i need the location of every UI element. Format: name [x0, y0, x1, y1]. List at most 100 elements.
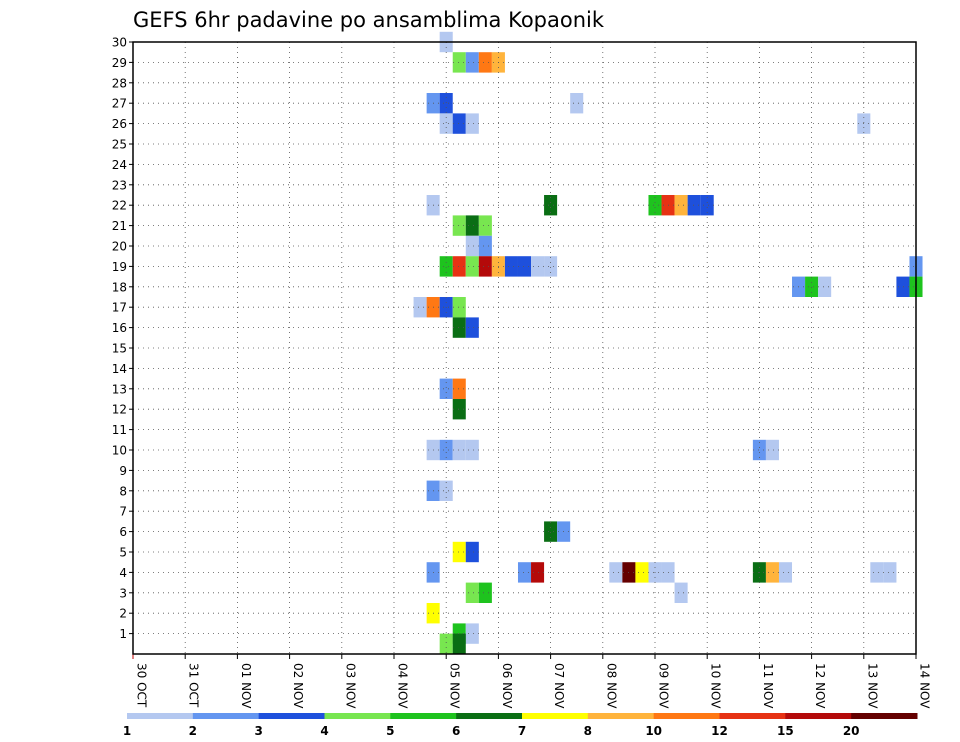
- x-tick-label-4: 03 NOV: [343, 663, 357, 709]
- heat-cell-8: [439, 113, 453, 134]
- data-cells: [413, 31, 923, 654]
- heat-cell-65: [635, 562, 649, 583]
- legend-swatch-7: [522, 713, 589, 719]
- heat-cell-27: [478, 256, 492, 277]
- heat-cell-80: [452, 633, 466, 654]
- heat-cell-70: [778, 562, 793, 583]
- y-tick-label-12: 12: [112, 403, 127, 417]
- heat-cell-13: [544, 195, 558, 216]
- heat-cell-7: [570, 93, 584, 114]
- heat-cell-56: [544, 521, 558, 542]
- legend-label-4: 4: [320, 724, 328, 738]
- heat-cell-52: [752, 439, 766, 461]
- y-tick-label-9: 9: [119, 464, 127, 478]
- legend-swatch-3: [258, 713, 325, 719]
- legend-swatch-12: [719, 713, 786, 719]
- heat-cell-51: [465, 439, 479, 461]
- x-tick-label-14: 13 NOV: [865, 663, 879, 709]
- heat-cell-9: [452, 113, 466, 134]
- legend-swatch-10: [653, 713, 720, 719]
- chart-title: GEFS 6hr padavine po ansamblima Kopaonik: [133, 8, 605, 32]
- x-tick-label-11: 10 NOV: [709, 663, 723, 709]
- x-tick-label-7: 06 NOV: [500, 663, 514, 709]
- y-tick-label-21: 21: [112, 219, 127, 233]
- heat-cell-59: [465, 541, 479, 563]
- y-tick-label-11: 11: [112, 423, 127, 437]
- legend-label-6: 6: [452, 724, 460, 738]
- heat-cell-21: [478, 215, 492, 236]
- heat-cell-39: [413, 297, 427, 318]
- y-tick-label-8: 8: [119, 484, 127, 498]
- x-tick-label-5: 04 NOV: [396, 663, 410, 709]
- legend-swatch-2: [192, 713, 260, 719]
- legend-label-8: 8: [584, 724, 592, 738]
- heat-cell-22: [465, 235, 479, 257]
- heat-cell-37: [896, 276, 910, 297]
- heat-cell-44: [465, 317, 479, 338]
- heat-cell-1: [452, 52, 466, 73]
- x-tick-label-3: 02 NOV: [291, 663, 305, 709]
- y-tick-label-3: 3: [119, 586, 127, 600]
- y-tick-label-17: 17: [112, 301, 127, 315]
- x-tick-label-6: 05 NOV: [448, 663, 462, 709]
- heat-cell-71: [870, 562, 884, 583]
- x-tick-label-1: 31 OCT: [187, 663, 201, 708]
- y-tick-label-7: 7: [119, 505, 127, 519]
- plot-frame: [132, 41, 917, 655]
- heat-cell-79: [439, 633, 453, 654]
- legend-label-3: 3: [254, 724, 262, 738]
- heat-cell-17: [687, 195, 701, 216]
- heat-cell-14: [648, 195, 662, 216]
- heat-cell-2: [465, 52, 479, 73]
- heat-cell-31: [531, 256, 545, 277]
- x-axis-ticks: 30 OCT 31 OCT 01 NOV 02 NOV 03 NOV 04 NOV 05 N…: [132, 654, 932, 709]
- y-tick-label-23: 23: [112, 178, 127, 192]
- heat-cell-26: [465, 256, 479, 277]
- heat-cell-25: [452, 256, 466, 277]
- y-tick-label-24: 24: [112, 158, 127, 172]
- y-tick-label-14: 14: [112, 362, 127, 376]
- y-tick-label-1: 1: [119, 627, 127, 641]
- heat-cell-45: [439, 378, 453, 399]
- y-tick-label-29: 29: [112, 56, 127, 70]
- grid-lines: [133, 41, 916, 654]
- x-tick-label-8: 07 NOV: [552, 663, 566, 709]
- y-tick-label-30: 30: [112, 36, 127, 50]
- legend-label-15: 15: [777, 724, 794, 738]
- heat-cell-43: [452, 317, 466, 338]
- y-tick-label-15: 15: [112, 342, 127, 356]
- heat-cell-29: [504, 256, 518, 277]
- legend-label-12: 12: [711, 724, 728, 738]
- x-tick-label-15: 14 NOV: [918, 663, 932, 709]
- y-tick-label-10: 10: [112, 444, 127, 458]
- heat-cell-58: [452, 541, 466, 563]
- x-tick-label-2: 01 NOV: [239, 663, 253, 709]
- heat-cell-16: [674, 195, 688, 216]
- legend-swatch-4: [324, 713, 391, 719]
- legend-swatch-20: [851, 713, 918, 719]
- heat-cell-73: [465, 582, 479, 603]
- heat-cell-55: [439, 480, 453, 501]
- y-tick-label-19: 19: [112, 260, 127, 274]
- legend-label-5: 5: [386, 724, 394, 738]
- y-tick-label-5: 5: [119, 546, 127, 560]
- y-tick-label-28: 28: [112, 76, 127, 90]
- heat-cell-47: [452, 399, 466, 420]
- x-tick-label-13: 12 NOV: [813, 663, 827, 709]
- heat-cell-18: [700, 195, 714, 216]
- legend-label-7: 7: [518, 724, 526, 738]
- y-tick-label-18: 18: [112, 280, 127, 294]
- legend-swatch-1: [127, 713, 194, 719]
- x-tick-label-9: 08 NOV: [604, 663, 618, 709]
- y-tick-label-16: 16: [112, 321, 127, 335]
- y-tick-label-27: 27: [112, 97, 127, 111]
- y-tick-label-26: 26: [112, 117, 127, 131]
- heat-cell-30: [517, 256, 532, 277]
- heat-cell-35: [805, 276, 819, 297]
- heat-cell-46: [452, 378, 466, 399]
- heat-cell-53: [765, 439, 779, 461]
- heat-cell-6: [439, 93, 453, 114]
- color-legend: 1 2 3 4 5 6 7 8 10 12 15 20: [123, 713, 918, 738]
- heat-cell-36: [818, 276, 832, 297]
